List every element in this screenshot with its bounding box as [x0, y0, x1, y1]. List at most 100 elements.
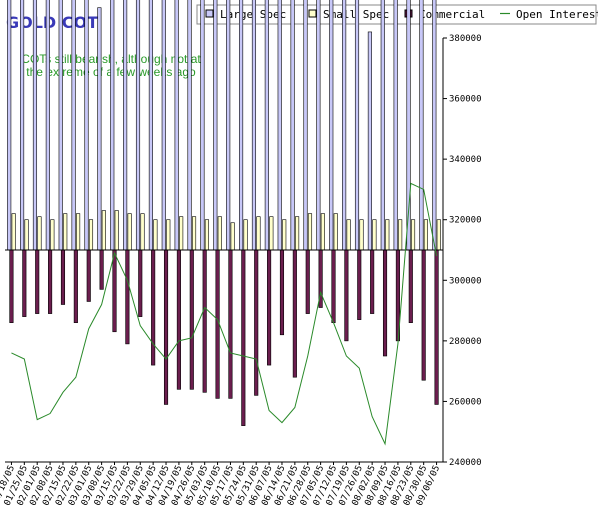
y-tick-label: 340000 [449, 155, 482, 165]
bar-large-spec [251, 0, 257, 251]
bar-large-spec [161, 0, 166, 251]
bar-commercial [151, 249, 156, 366]
bar-small-spec [256, 216, 261, 251]
bar-large-spec [7, 0, 12, 251]
bar-small-spec [114, 210, 119, 251]
bar-large-spec [329, 0, 334, 251]
bar-large-spec [213, 0, 218, 251]
bar-commercial [60, 249, 66, 305]
bar-small-spec [269, 216, 274, 251]
bar-small-spec [63, 213, 68, 251]
bar-small-spec [230, 222, 235, 251]
bar-small-spec [436, 219, 441, 251]
y-tick-label: 240000 [449, 458, 482, 468]
bar-commercial [189, 249, 194, 390]
bar-commercial [267, 249, 272, 366]
bar-commercial [305, 249, 310, 314]
bar-large-spec [239, 0, 244, 251]
bar-large-spec [32, 0, 38, 251]
bar-small-spec [295, 216, 300, 251]
bar-commercial [86, 249, 91, 302]
bars-layer [5, 0, 443, 426]
bar-small-spec [346, 219, 351, 251]
bar-commercial [254, 249, 259, 396]
bar-small-spec [37, 216, 42, 251]
bar-small-spec [153, 219, 158, 251]
bar-commercial [22, 249, 27, 317]
bar-small-spec [307, 213, 313, 251]
bar-large-spec [58, 0, 63, 251]
bar-large-spec [148, 0, 153, 251]
y-tick-label: 300000 [449, 276, 482, 286]
bar-large-spec [97, 7, 102, 251]
legend-swatch-small-spec [308, 9, 317, 18]
bar-small-spec [423, 219, 428, 251]
bar-commercial [138, 249, 143, 317]
bar-large-spec [277, 0, 282, 251]
y-tick-label: 360000 [449, 95, 482, 105]
y-tick-label: 320000 [449, 216, 482, 226]
bar-commercial [125, 249, 130, 345]
bar-small-spec [24, 219, 29, 251]
bar-commercial [421, 249, 426, 381]
bar-small-spec [282, 219, 287, 251]
legend-label-commercial: Commercial [419, 8, 485, 21]
bar-small-spec [140, 213, 145, 251]
bar-commercial [228, 249, 233, 399]
legend-label-open-interest: Open Interest [516, 8, 598, 21]
chart-title: GOLD COT [6, 13, 98, 32]
bar-small-spec [88, 219, 94, 251]
bar-small-spec [217, 216, 222, 251]
bar-small-spec [333, 213, 338, 251]
bar-small-spec [76, 213, 81, 251]
bar-commercial [370, 249, 375, 314]
bar-large-spec [316, 0, 321, 251]
bar-commercial [99, 249, 104, 290]
bar-commercial [408, 249, 413, 323]
bar-commercial [48, 249, 53, 314]
bar-large-spec [123, 0, 128, 251]
bar-commercial [163, 249, 169, 405]
bar-commercial [434, 249, 439, 405]
bar-commercial [35, 249, 40, 314]
y-axis: 380000 360000 340000 320000 300000 280000 2600… [442, 34, 482, 468]
bar-commercial [73, 249, 78, 323]
bar-large-spec [110, 0, 115, 251]
bar-commercial [9, 249, 14, 323]
y-tick-label: 260000 [449, 397, 482, 407]
bar-large-spec [367, 31, 372, 251]
bar-small-spec [179, 216, 184, 251]
y-tick-label: 280000 [449, 337, 482, 347]
bar-commercial [176, 249, 181, 390]
bar-large-spec [200, 0, 205, 251]
bar-small-spec [410, 219, 416, 251]
bar-small-spec [166, 219, 171, 251]
bar-large-spec [303, 0, 308, 251]
bar-commercial [344, 249, 349, 342]
bar-large-spec [20, 0, 25, 251]
bar-small-spec [204, 219, 209, 251]
legend-swatch-large-spec [205, 9, 214, 18]
bar-small-spec [50, 219, 55, 251]
bar-large-spec [174, 0, 179, 251]
bar-large-spec [419, 0, 424, 251]
bar-large-spec [187, 0, 192, 251]
bar-large-spec [432, 0, 437, 251]
bar-commercial [241, 249, 246, 426]
bar-small-spec [243, 219, 248, 251]
bar-large-spec [290, 0, 295, 251]
bar-small-spec [359, 219, 364, 251]
line-open-interest [11, 182, 438, 446]
bar-small-spec [101, 210, 106, 251]
bar-small-spec [11, 213, 16, 251]
bar-commercial [112, 249, 117, 333]
bar-commercial [331, 249, 336, 323]
bar-large-spec [393, 0, 398, 251]
bar-large-spec [380, 0, 385, 251]
bar-small-spec [127, 213, 132, 251]
bar-large-spec [135, 0, 141, 251]
bar-commercial [382, 249, 388, 357]
open-interest-layer [11, 182, 438, 446]
bar-large-spec [84, 0, 89, 251]
